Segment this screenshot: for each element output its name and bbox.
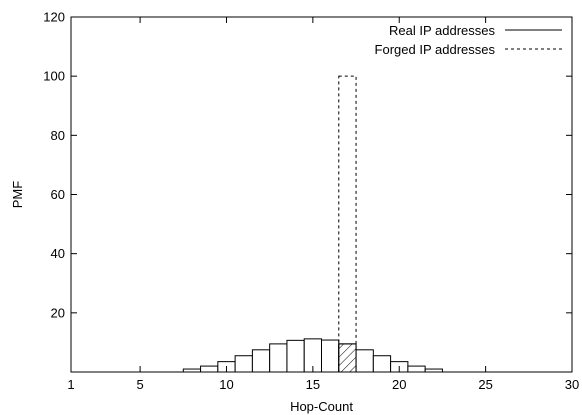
y-tick-label-80: 80 xyxy=(51,128,65,143)
real-bar-18 xyxy=(355,349,374,373)
x-axis-label: Hop-Count xyxy=(290,399,353,414)
x-tick-label-30: 30 xyxy=(565,377,579,392)
x-tick-label-5: 5 xyxy=(136,377,143,392)
real-bar-11 xyxy=(234,355,253,373)
real-bar-13 xyxy=(269,343,288,373)
y-tick-label-60: 60 xyxy=(51,187,65,202)
real-bar-19 xyxy=(372,355,392,373)
real-bar-21 xyxy=(407,365,426,373)
x-tick-label-25: 25 xyxy=(478,377,492,392)
real-bar-16 xyxy=(321,339,340,373)
real-bar-14 xyxy=(286,339,305,373)
forged-bar-17 xyxy=(338,75,357,373)
legend: Real IP addresses Forged IP addresses xyxy=(375,23,562,57)
real-bar-12 xyxy=(251,349,271,373)
y-tick-label-120: 120 xyxy=(43,10,65,25)
legend-label-real: Real IP addresses xyxy=(389,23,495,38)
legend-label-forged: Forged IP addresses xyxy=(375,42,496,57)
forged-bars-group xyxy=(338,75,357,373)
x-tick-label-1: 1 xyxy=(67,377,74,392)
overlap-bars-group xyxy=(338,343,357,373)
y-tick-label-40: 40 xyxy=(51,246,65,261)
y-tick-label-100: 100 xyxy=(43,69,65,84)
x-tick-label-15: 15 xyxy=(306,377,320,392)
x-tick-label-10: 10 xyxy=(219,377,233,392)
y-tick-label-20: 20 xyxy=(51,305,65,320)
overlap-bar-17 xyxy=(338,343,357,373)
x-tick-label-20: 20 xyxy=(392,377,406,392)
plot-frame xyxy=(70,16,573,373)
y-axis-label: PMF xyxy=(10,181,25,209)
real-bar-9 xyxy=(200,365,219,373)
